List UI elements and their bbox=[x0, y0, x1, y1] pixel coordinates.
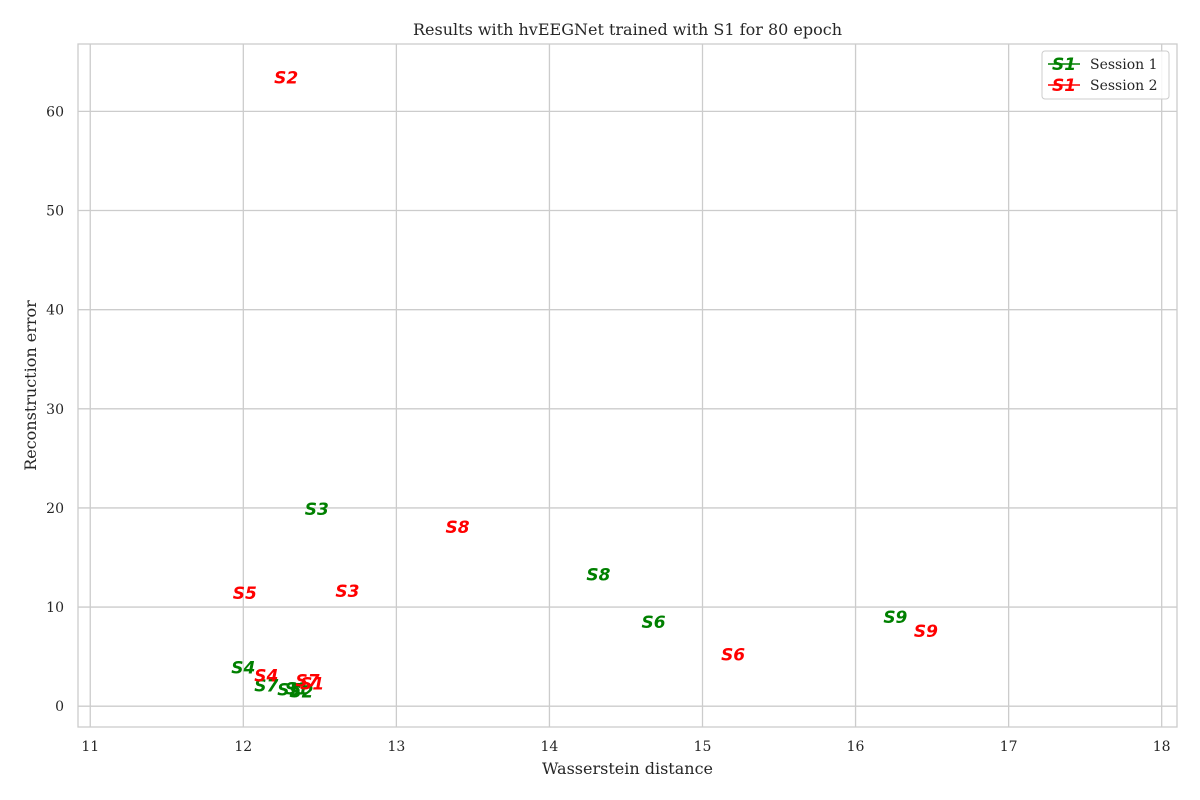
y-tick-label: 10 bbox=[46, 600, 64, 616]
y-tick-label: 20 bbox=[46, 501, 64, 517]
y-tick-label: 60 bbox=[46, 104, 64, 120]
data-point-session1-s4: S4 bbox=[231, 659, 255, 679]
legend-label: Session 1 bbox=[1090, 57, 1158, 73]
x-tick-label: 14 bbox=[541, 739, 559, 755]
data-point-session1-s6: S6 bbox=[641, 613, 665, 633]
data-point-session2-s4: S4 bbox=[254, 666, 278, 686]
x-tick-label: 12 bbox=[234, 739, 252, 755]
data-point-session1-s7: S7 bbox=[254, 676, 278, 696]
y-tick-label: 50 bbox=[46, 204, 64, 220]
data-point-session2-s1: S1 bbox=[300, 674, 324, 694]
x-tick-label: 11 bbox=[81, 739, 99, 755]
data-point-session2-s8: S8 bbox=[446, 518, 470, 538]
y-tick-label: 40 bbox=[46, 303, 64, 319]
legend-box bbox=[1041, 50, 1170, 100]
axis-ticks: 11 12 13 14 15 16 17 18 0 10 20 30 40 50 60 bbox=[46, 104, 1170, 755]
y-axis-label: Reconstruction error bbox=[21, 300, 40, 471]
data-point-session1-s9: S9 bbox=[883, 608, 907, 628]
x-tick-label: 17 bbox=[1000, 739, 1018, 755]
x-tick-label: 18 bbox=[1153, 739, 1171, 755]
data-point-session2-s9: S9 bbox=[914, 622, 938, 642]
data-point-session1-s2: S2 bbox=[289, 682, 313, 702]
legend: S1 Session 1 S1 Session 2 bbox=[1041, 50, 1170, 100]
legend-marker: S1 bbox=[1052, 55, 1076, 75]
data-point-session2-s6: S6 bbox=[721, 646, 745, 666]
x-tick-label: 16 bbox=[847, 739, 865, 755]
legend-marker: S1 bbox=[1052, 76, 1076, 96]
data-point-session2-s3: S3 bbox=[335, 582, 359, 602]
data-point-session2-s7: S7 bbox=[296, 671, 320, 691]
data-point-session1-s3: S3 bbox=[305, 500, 329, 520]
data-point-session2-s5: S5 bbox=[233, 584, 257, 604]
legend-label: Session 2 bbox=[1090, 78, 1158, 94]
data-point-session1-s5: S5 bbox=[277, 680, 301, 700]
chart-title: Results with hvEEGNet trained with S1 fo… bbox=[413, 20, 842, 39]
grid bbox=[78, 44, 1177, 727]
x-tick-label: 15 bbox=[694, 739, 712, 755]
plot-area bbox=[77, 43, 1178, 728]
data-point-session1-s8: S8 bbox=[586, 565, 610, 585]
y-tick-label: 0 bbox=[55, 699, 64, 715]
x-axis-label: Wasserstein distance bbox=[542, 759, 713, 778]
data-point-session2-s2: S2 bbox=[274, 69, 298, 89]
y-tick-label: 30 bbox=[46, 402, 64, 418]
data-point-session1-s1: S1 bbox=[285, 679, 309, 699]
x-tick-label: 13 bbox=[387, 739, 405, 755]
